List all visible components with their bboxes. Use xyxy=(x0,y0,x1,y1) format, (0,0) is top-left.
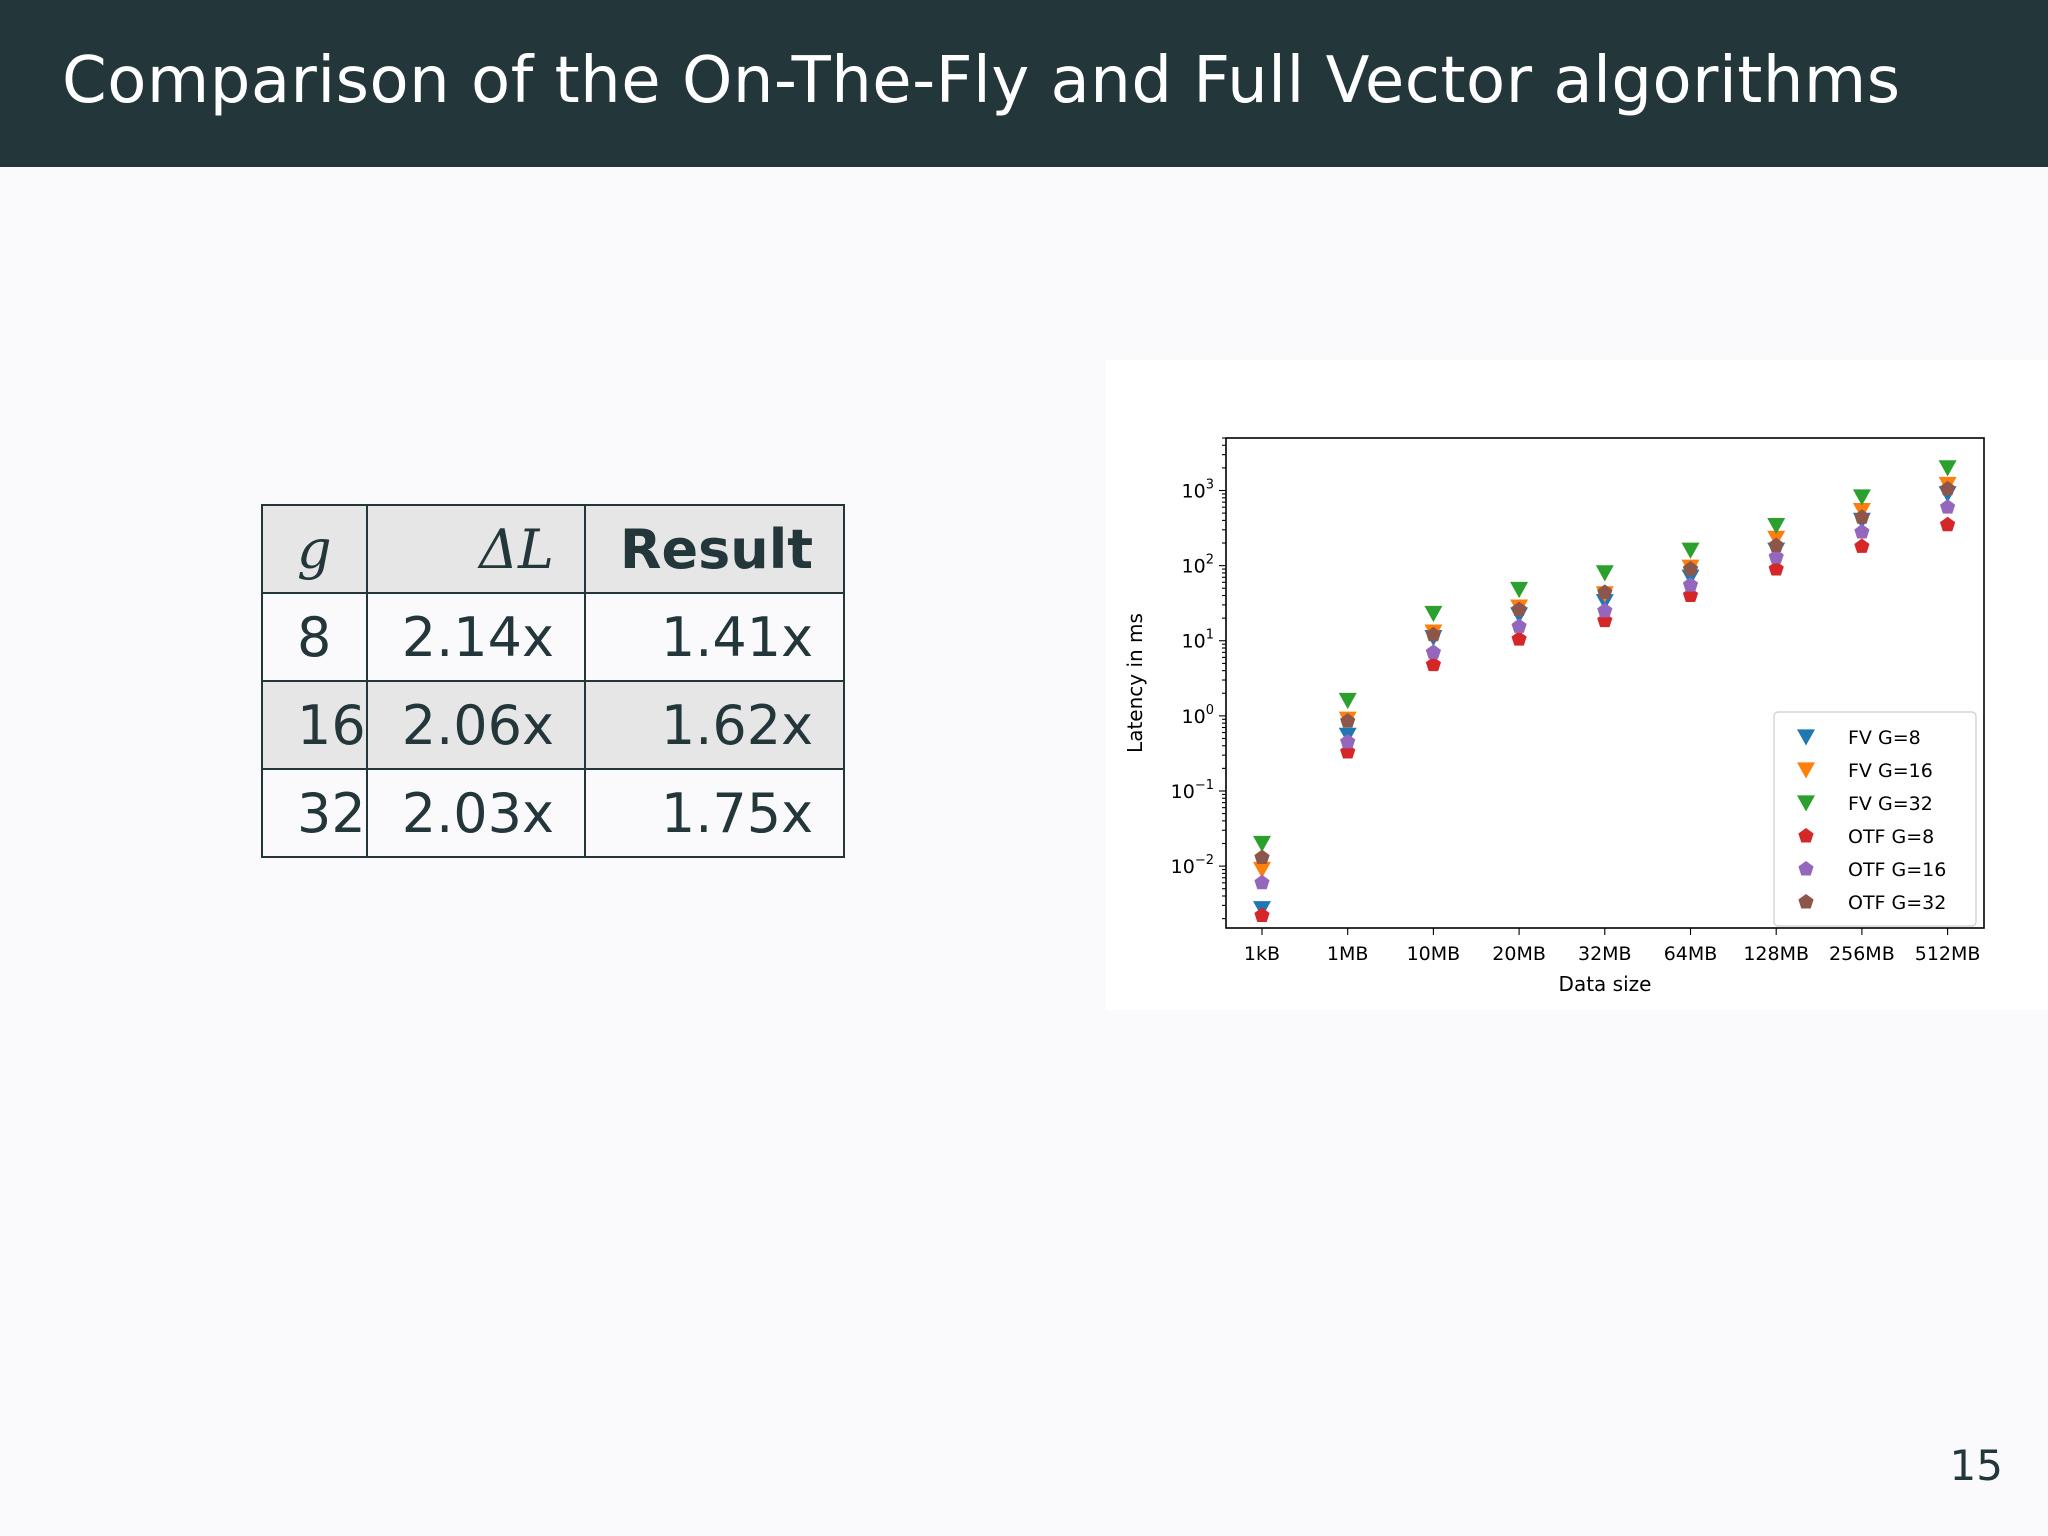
table-header-row: g ΔL Result xyxy=(261,504,846,594)
y-tick-label: 10−2 xyxy=(1171,853,1214,878)
legend-label: OTF G=16 xyxy=(1848,859,1946,881)
data-point xyxy=(1595,565,1614,582)
legend-marker xyxy=(1798,894,1814,909)
legend-marker xyxy=(1797,762,1815,779)
legend-marker xyxy=(1798,861,1814,876)
data-point xyxy=(1254,849,1270,865)
data-point xyxy=(1253,835,1271,853)
data-point xyxy=(1939,480,1956,496)
legend-label: OTF G=8 xyxy=(1848,826,1934,848)
x-axis-label: Data size xyxy=(1559,972,1652,996)
data-point xyxy=(1597,584,1613,599)
delta-l-text: ΔL xyxy=(479,517,554,581)
data-point xyxy=(1597,602,1613,618)
data-point xyxy=(1768,561,1784,576)
x-tick-label: 32MB xyxy=(1578,943,1632,965)
table-row: 16 2.06x 1.62x xyxy=(261,680,846,770)
data-point xyxy=(1939,516,1956,532)
legend-label: FV G=16 xyxy=(1848,760,1933,782)
y-tick-label: 10−1 xyxy=(1171,778,1214,803)
legend-marker xyxy=(1797,729,1815,746)
legend-box xyxy=(1773,711,1977,927)
data-point xyxy=(1854,538,1870,553)
x-tick-label: 256MB xyxy=(1829,943,1895,965)
data-point xyxy=(1425,626,1442,642)
table-row: 32 2.03x 1.75x xyxy=(261,768,846,858)
data-point xyxy=(1854,524,1870,539)
legend: FV G=8 FV G=16 FV G=32 OTF G=8 OTF G=16 OTF G… xyxy=(1773,711,1977,927)
legend-label: FV G=8 xyxy=(1848,727,1921,749)
data-point xyxy=(1510,581,1529,599)
page-number: 15 xyxy=(1949,1441,2003,1490)
header-delta-l: ΔL xyxy=(365,504,586,594)
speedup-table: g ΔL Result 8 2.14x 1.41x 16 2.06x 1.62x… xyxy=(261,504,846,858)
data-point xyxy=(1254,907,1270,922)
header-g: g xyxy=(261,504,368,594)
cell-result: 1.41x xyxy=(583,592,846,682)
data-point xyxy=(1511,601,1527,617)
x-tick-label: 10MB xyxy=(1407,943,1461,965)
legend-label: FV G=32 xyxy=(1848,793,1933,815)
title-bar: Comparison of the On-The-Fly and Full Ve… xyxy=(0,0,2048,167)
data-point xyxy=(1254,874,1270,890)
data-point xyxy=(1425,644,1442,659)
data-point xyxy=(1852,489,1871,506)
x-tick-label: 20MB xyxy=(1492,943,1546,965)
data-point xyxy=(1768,549,1784,564)
cell-g: 8 xyxy=(261,592,368,682)
y-tick-label: 102 xyxy=(1182,553,1214,578)
y-tick-label: 103 xyxy=(1182,478,1214,503)
data-point xyxy=(1938,460,1957,477)
series-otf-g-16 xyxy=(1254,499,1956,890)
data-point xyxy=(1511,618,1527,633)
x-tick-label: 1kB xyxy=(1244,943,1280,965)
x-tick-label: 1MB xyxy=(1327,943,1369,965)
latency-scatter-chart: 10−2 10−1 100 101 102 103 1kB 1MB 10MB 20MB 32MB 64… xyxy=(1123,437,1985,996)
x-tick-label: 512MB xyxy=(1915,943,1981,965)
data-point xyxy=(1681,542,1700,559)
x-tick-label: 64MB xyxy=(1664,943,1718,965)
cell-delta-l: 2.06x xyxy=(365,680,586,770)
data-point xyxy=(1511,631,1527,646)
table-row: 8 2.14x 1.41x xyxy=(261,592,846,682)
data-point xyxy=(1425,656,1442,672)
legend-marker xyxy=(1798,828,1814,843)
chart-panel: 10−2 10−1 100 101 102 103 1kB 1MB 10MB 20MB 32MB 64… xyxy=(1106,360,2048,1010)
data-point xyxy=(1767,518,1786,535)
x-tick-label: 128MB xyxy=(1743,943,1809,965)
cell-delta-l: 2.03x xyxy=(365,768,586,858)
legend-marker xyxy=(1797,795,1815,812)
cell-result: 1.62x xyxy=(583,680,846,770)
data-point xyxy=(1253,861,1271,879)
series-fv-g-32 xyxy=(1253,460,1957,853)
cell-g: 32 xyxy=(261,768,368,858)
y-axis: 10−2 10−1 100 101 102 103 xyxy=(1171,437,1226,920)
data-point xyxy=(1340,733,1356,749)
slide-title: Comparison of the On-The-Fly and Full Ve… xyxy=(62,44,1901,118)
data-point xyxy=(1768,537,1784,553)
y-tick-label: 100 xyxy=(1182,703,1214,728)
data-point xyxy=(1682,561,1699,576)
header-result: Result xyxy=(583,504,846,594)
data-point xyxy=(1338,692,1357,710)
data-point xyxy=(1424,605,1443,623)
y-tick-label: 101 xyxy=(1182,628,1214,653)
data-point xyxy=(1682,577,1699,592)
cell-g: 16 xyxy=(261,680,368,770)
legend-label: OTF G=32 xyxy=(1848,892,1946,914)
cell-delta-l: 2.14x xyxy=(365,592,586,682)
data-point xyxy=(1340,713,1356,728)
data-point xyxy=(1939,499,1956,514)
cell-result: 1.75x xyxy=(583,768,846,858)
data-point xyxy=(1854,509,1870,524)
y-axis-label: Latency in ms xyxy=(1123,613,1147,753)
series-otf-g-32 xyxy=(1254,480,1956,865)
